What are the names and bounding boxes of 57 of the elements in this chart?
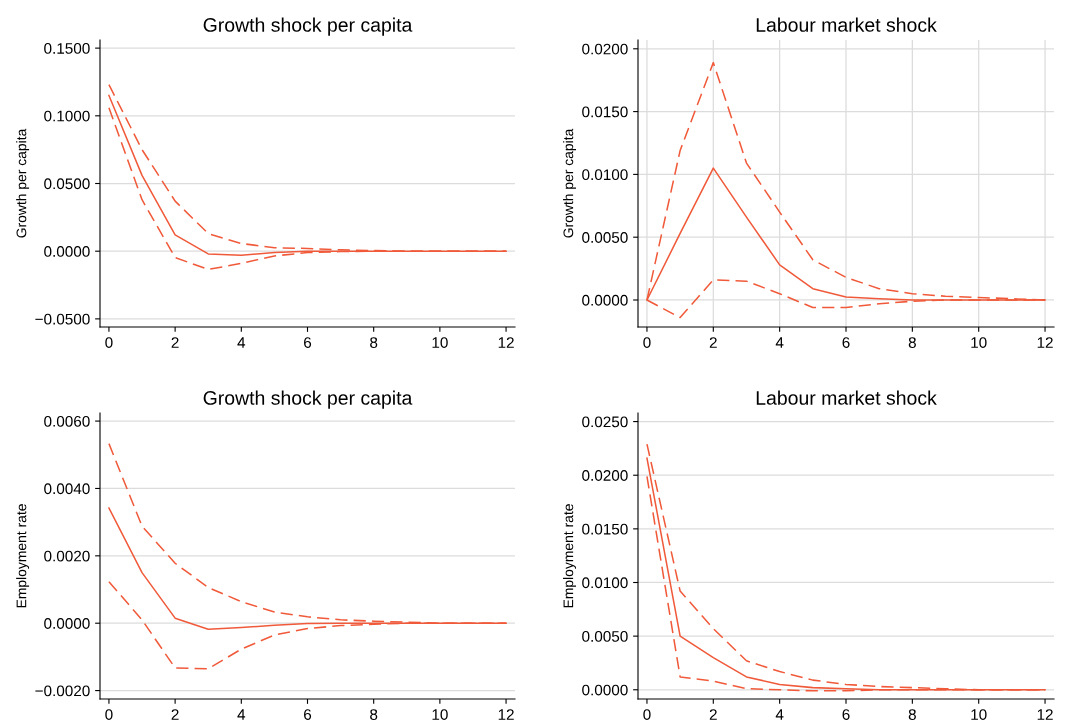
x-tick-label: 4 (775, 337, 784, 348)
x-tick-label: 6 (842, 709, 850, 720)
x-tick-label: 8 (908, 337, 916, 348)
y-tick-label: −0.0500 (35, 313, 90, 325)
x-tick-label: 0 (105, 709, 113, 720)
y-axis-title: Employment rate (563, 504, 576, 608)
y-tick-label: 0.0020 (44, 550, 90, 562)
y-tick-label: 0.0200 (582, 470, 628, 481)
chart-title: Growth shock per capita (203, 390, 413, 409)
x-tick-label: 4 (775, 709, 784, 720)
x-tick-label: 10 (432, 337, 448, 348)
y-tick-label: 0.0000 (582, 684, 628, 696)
x-tick-label: 12 (1037, 709, 1053, 720)
y-tick-label: −0.0020 (35, 685, 90, 697)
y-tick-label: 0.0100 (582, 577, 628, 589)
x-tick-label: 6 (304, 709, 312, 720)
y-axis-title: Growth per capita (16, 128, 30, 238)
x-tick-label: 0 (105, 337, 113, 348)
chart-title: Labour market shock (756, 17, 937, 32)
y-tick-label: 0.0100 (582, 169, 628, 181)
y-tick-label: 0.0150 (582, 106, 628, 118)
chart-title: Growth shock per capita (203, 17, 413, 36)
x-tick-label: 6 (304, 337, 312, 348)
x-tick-label: 12 (498, 337, 514, 348)
x-tick-label: 8 (370, 709, 378, 720)
x-tick-label: 12 (498, 709, 514, 720)
x-tick-label: 2 (709, 337, 717, 348)
y-tick-label: 0.0040 (44, 483, 90, 495)
y-tick-label: 0.0200 (582, 43, 628, 55)
x-tick-label: 8 (908, 709, 916, 720)
x-tick-label: 10 (432, 709, 448, 720)
x-tick-label: 10 (971, 337, 987, 348)
y-tick-label: 0.0050 (582, 232, 628, 243)
x-tick-label: 2 (171, 709, 179, 720)
x-tick-label: 0 (643, 709, 651, 720)
y-axis-title: Growth per capita (563, 128, 576, 238)
x-tick-label: 2 (171, 337, 179, 348)
x-tick-label: 2 (709, 709, 717, 720)
x-tick-label: 4 (237, 709, 246, 720)
y-tick-label: 0.0050 (582, 631, 628, 642)
x-tick-label: 4 (237, 337, 246, 348)
y-tick-label: 0.0250 (582, 416, 628, 428)
x-tick-label: 10 (971, 709, 987, 720)
y-tick-label: 0.1000 (44, 110, 90, 122)
y-tick-label: 0.0000 (44, 246, 90, 257)
chart-title: Labour market shock (756, 390, 937, 405)
x-tick-label: 12 (1037, 337, 1053, 348)
y-tick-label: 0.0060 (44, 415, 90, 427)
y-tick-label: 0.0000 (582, 294, 628, 306)
x-tick-label: 8 (370, 337, 378, 348)
y-tick-label: 0.0000 (44, 618, 90, 629)
x-tick-label: 0 (643, 337, 651, 348)
x-tick-label: 6 (842, 337, 850, 348)
y-tick-label: 0.0500 (44, 178, 90, 190)
y-tick-label: 0.0150 (582, 523, 628, 535)
y-axis-title: Employment rate (16, 504, 30, 608)
y-tick-label: 0.1500 (44, 42, 90, 54)
